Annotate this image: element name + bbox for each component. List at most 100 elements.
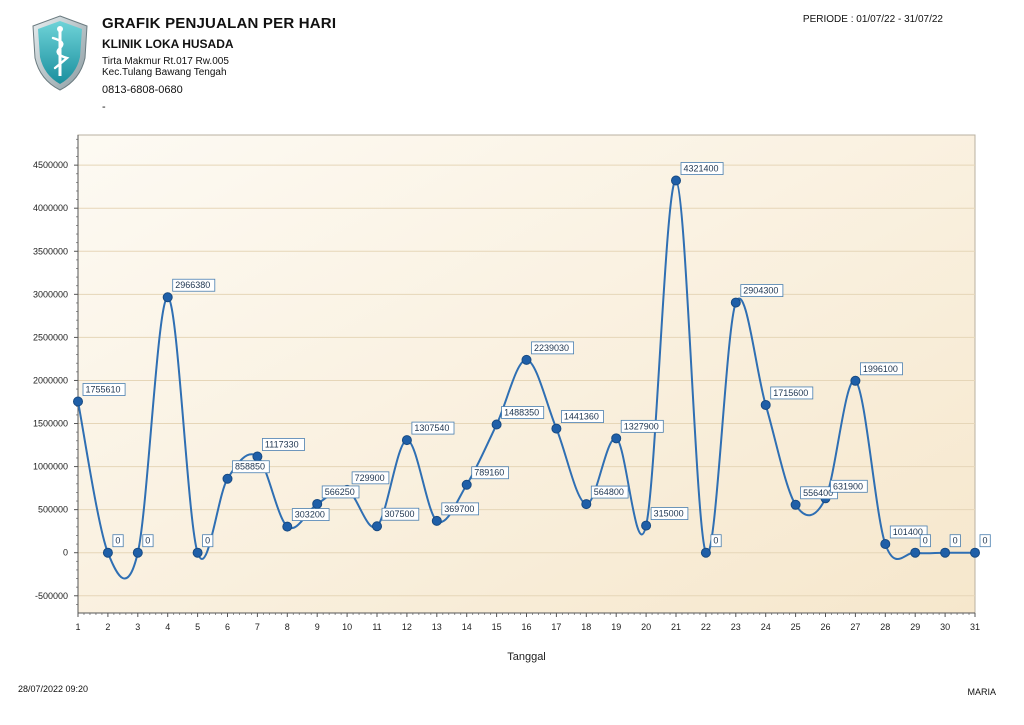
data-label-text: 315000 <box>654 509 684 519</box>
data-labels: 1755610 0 0 2966380 0 858850 1117330 303200 5662… <box>82 162 991 548</box>
data-point-day-18 <box>581 499 592 510</box>
phone-number: 0813-6808-0680 <box>102 84 183 96</box>
data-point-day-20 <box>641 520 652 531</box>
data-label-day-7: 1117330 <box>261 438 305 451</box>
extra-info: - <box>102 101 106 113</box>
data-label-box <box>770 386 814 400</box>
data-label-day-12: 1307540 <box>411 421 455 435</box>
data-label-text: 564800 <box>594 487 624 497</box>
data-label-text: 789160 <box>474 468 504 478</box>
data-label-day-30: 0 <box>949 534 961 548</box>
address-line-1: Tirta Makmur Rt.017 Rw.005 <box>102 56 229 67</box>
data-label-day-19: 1327900 <box>620 419 664 433</box>
data-point-day-7 <box>252 451 263 462</box>
data-point-day-4 <box>162 292 173 303</box>
data-label-day-13: 369700 <box>441 502 479 516</box>
x-tick-label: 17 <box>551 622 561 632</box>
y-tick-label: 2000000 <box>33 375 68 385</box>
x-tick-label: 13 <box>432 622 442 632</box>
data-label-text: 4321400 <box>684 164 719 174</box>
data-label-day-27: 1996100 <box>860 362 903 376</box>
data-point-day-24 <box>760 399 771 410</box>
data-label-text: 566250 <box>325 487 355 497</box>
data-label-text: 1117330 <box>265 439 299 449</box>
data-label-box <box>321 485 360 499</box>
data-label-box <box>232 460 270 474</box>
data-label-box <box>411 421 455 435</box>
x-tick-label: 15 <box>492 622 502 632</box>
x-tick-label: 16 <box>521 622 531 632</box>
data-label-day-16: 2239030 <box>531 341 574 355</box>
x-tick-label: 4 <box>165 622 170 632</box>
data-label-day-23: 2904300 <box>740 284 784 297</box>
x-tick-label: 11 <box>372 622 381 632</box>
x-tick-label: 28 <box>880 622 890 632</box>
data-label-box <box>172 278 216 292</box>
data-point-day-22 <box>700 547 711 558</box>
grid-lines <box>78 164 975 597</box>
data-label-text: 556400 <box>803 488 833 498</box>
data-point-day-19 <box>611 433 622 444</box>
x-tick-label: 23 <box>731 622 741 632</box>
y-tick-label: 500000 <box>38 505 68 515</box>
data-label-text: 631900 <box>833 481 863 491</box>
x-tick-label: 20 <box>641 622 651 632</box>
y-tick-label: 3500000 <box>33 246 68 256</box>
data-label-day-24: 1715600 <box>770 386 814 400</box>
data-label-box <box>561 410 604 423</box>
data-point-day-30 <box>940 547 951 558</box>
data-label-text: 1715600 <box>773 388 808 398</box>
x-axis-title: Tanggal <box>507 651 546 663</box>
data-label-text: 1307540 <box>414 423 449 433</box>
data-label-box <box>680 162 724 175</box>
data-label-text: 1441360 <box>564 412 599 422</box>
data-label-text: 0 <box>115 536 120 546</box>
data-label-box <box>710 534 722 548</box>
data-label-box <box>620 419 664 433</box>
data-point-day-31 <box>970 547 980 558</box>
data-label-day-6: 858850 <box>232 460 270 474</box>
y-tick-label: 1000000 <box>33 462 68 472</box>
address-line-2: Kec.Tulang Bawang Tengah <box>102 67 227 78</box>
data-label-text: 2904300 <box>743 286 778 296</box>
data-label-text: 1488350 <box>504 408 539 418</box>
data-label-box <box>740 284 784 297</box>
x-tick-label: 25 <box>791 622 801 632</box>
data-point-day-12 <box>401 435 412 446</box>
x-tick-label: 8 <box>285 622 290 632</box>
printed-by-user: MARIA <box>967 687 996 697</box>
data-point-day-5 <box>192 547 203 558</box>
print-timestamp: 28/07/2022 09:20 <box>18 684 89 694</box>
y-tick-label: 0 <box>63 548 68 558</box>
data-label-box <box>351 471 390 485</box>
x-tick-label: 21 <box>671 622 681 632</box>
x-tick-label: 29 <box>910 622 920 632</box>
y-tick-label: 2500000 <box>33 332 68 342</box>
data-label-text: 0 <box>713 536 718 546</box>
x-tick-label: 5 <box>195 622 200 632</box>
data-point-day-23 <box>730 297 741 308</box>
data-label-text: 0 <box>953 536 958 546</box>
data-label-text: 0 <box>145 536 150 546</box>
data-point-day-17 <box>551 423 562 434</box>
data-label-day-14: 789160 <box>471 466 509 480</box>
x-tick-label: 31 <box>970 622 980 632</box>
x-tick-label: 18 <box>581 622 591 632</box>
data-label-box <box>381 507 420 521</box>
data-label-text: 307500 <box>385 509 415 519</box>
data-label-day-11: 307500 <box>381 507 420 521</box>
data-point-day-3 <box>132 547 143 558</box>
data-point-day-29 <box>910 547 921 558</box>
data-label-text: 1755610 <box>86 385 121 395</box>
data-point-day-16 <box>521 354 532 365</box>
data-label-text: 858850 <box>235 462 265 472</box>
data-point-day-14 <box>461 479 472 490</box>
data-label-text: 0 <box>923 536 928 546</box>
data-point-day-25 <box>790 499 801 510</box>
x-tick-label: 22 <box>701 622 711 632</box>
data-label-day-20: 315000 <box>650 507 689 520</box>
data-label-text: 729900 <box>355 473 385 483</box>
x-tick-label: 6 <box>225 622 230 632</box>
data-label-box <box>590 485 629 499</box>
report-period: PERIODE : 01/07/22 - 31/07/22 <box>802 14 943 25</box>
